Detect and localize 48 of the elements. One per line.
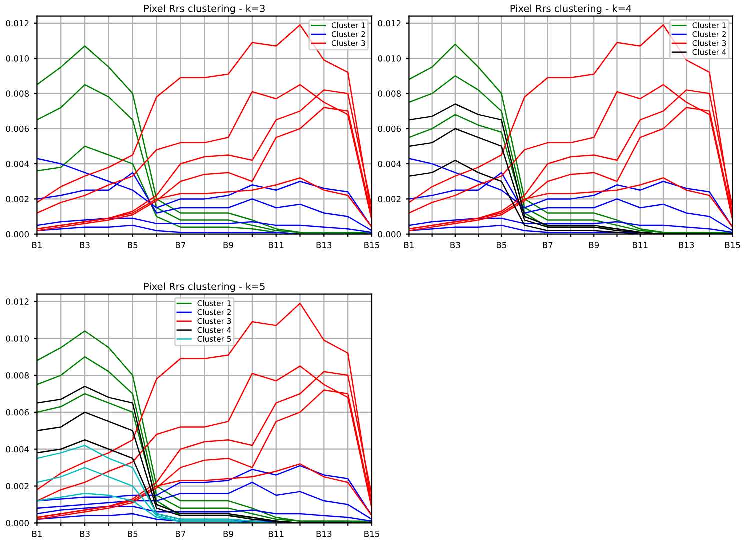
x-tick-label: B11: [269, 242, 284, 248]
x-tick-label: B9: [589, 242, 600, 248]
chart-title: Pixel Rrs clustering - k=4: [510, 4, 632, 14]
y-tick-label: 0.012: [378, 20, 401, 27]
x-tick-label: B9: [224, 530, 234, 538]
x-tick-label: B3: [80, 530, 90, 538]
x-tick-label: B1: [404, 242, 414, 248]
x-tick-label: B5: [128, 242, 138, 248]
x-tick-label: B11: [633, 242, 648, 248]
x-tick-label: B7: [176, 531, 186, 538]
chart-title: Pixel Rrs clustering - k=5: [144, 282, 265, 292]
x-tick-label: B13: [316, 530, 332, 538]
y-tick-label: 0.004: [378, 161, 402, 168]
y-tick-label: 0.002: [378, 196, 401, 202]
y-tick-label: 0.010: [378, 56, 402, 62]
x-tick-label: B11: [269, 531, 284, 538]
y-tick-label: 0.008: [6, 90, 29, 97]
x-tick-label: B7: [176, 242, 186, 248]
x-tick-label: B1: [32, 242, 42, 248]
x-tick-label: B15: [364, 531, 380, 538]
y-tick-label: 0.002: [6, 196, 29, 202]
x-tick-label: B3: [80, 242, 90, 248]
y-tick-label: 0.012: [6, 298, 29, 305]
y-tick-label: 0.008: [378, 90, 401, 97]
y-tick-label: 0.012: [6, 20, 29, 27]
y-tick-label: 0.000: [6, 520, 30, 526]
y-tick-label: 0.008: [6, 372, 29, 379]
x-tick-label: B1: [32, 531, 42, 538]
x-tick-label: B9: [224, 242, 234, 248]
y-tick-label: 0.010: [6, 336, 30, 342]
x-tick-label: B3: [450, 242, 460, 248]
x-tick-label: B7: [543, 242, 553, 248]
y-tick-label: 0.000: [6, 231, 30, 238]
x-tick-label: B15: [725, 242, 740, 248]
y-tick-label: 0.006: [378, 126, 402, 132]
y-tick-label: 0.004: [6, 161, 30, 168]
chart-title: Pixel Rrs clustering - k=3: [144, 4, 265, 14]
y-tick-label: 0.000: [378, 231, 402, 238]
y-tick-label: 0.006: [6, 409, 30, 416]
x-tick-label: B13: [679, 242, 694, 248]
x-tick-label: B15: [364, 242, 380, 248]
y-tick-label: 0.006: [6, 126, 30, 132]
y-tick-label: 0.002: [6, 483, 29, 490]
x-tick-label: B5: [128, 531, 138, 538]
y-tick-label: 0.010: [6, 56, 30, 62]
x-tick-label: B5: [496, 242, 506, 248]
y-tick-label: 0.004: [6, 446, 30, 453]
x-tick-label: B13: [316, 242, 332, 248]
